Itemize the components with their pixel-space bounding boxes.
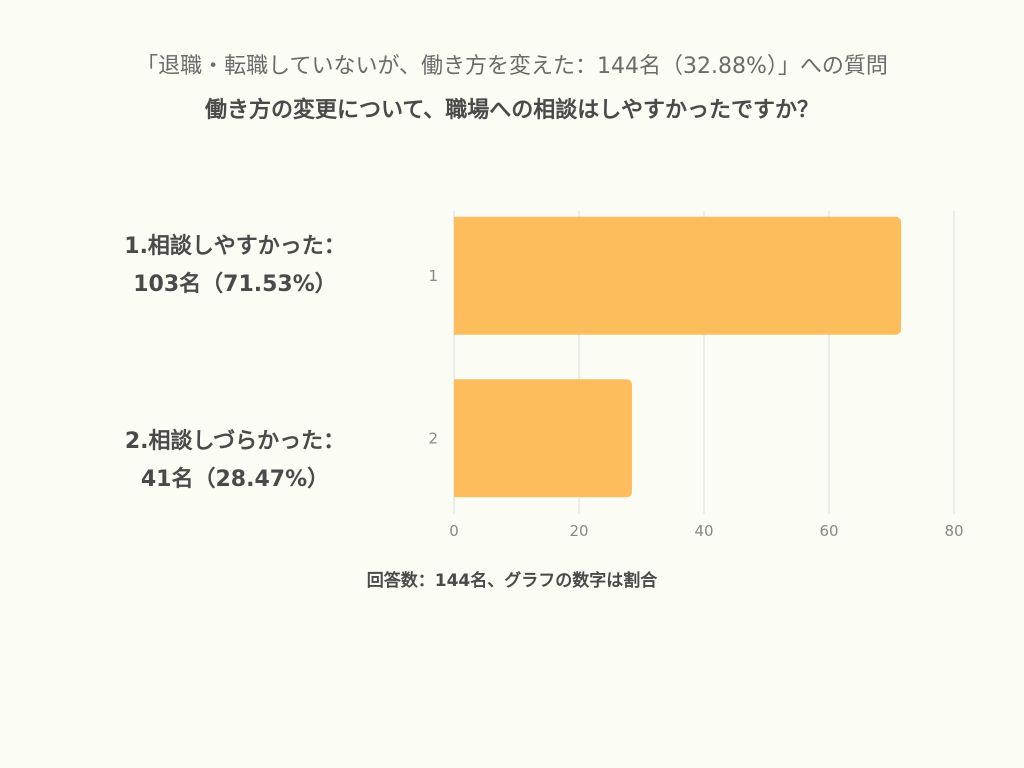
category-label-1-line1: 1.相談しやすかった： <box>124 234 346 259</box>
x-tick-label-80: 80 <box>944 522 963 540</box>
x-tick-label-0: 0 <box>449 522 459 540</box>
footnote: 回答数：144名、グラフの数字は割合 <box>366 571 658 591</box>
bar-2 <box>454 379 632 498</box>
y-tick-label-1: 1 <box>428 267 438 285</box>
category-label-1: 1.相談しやすかった： 103名（71.53%） <box>70 228 400 304</box>
category-label-2-line1: 2.相談しづらかった： <box>124 429 346 454</box>
x-tick-label-40: 40 <box>694 522 713 540</box>
x-tick-label-20: 20 <box>569 522 588 540</box>
category-label-2: 2.相談しづらかった： 41名（28.47%） <box>70 423 400 499</box>
bar-1 <box>454 216 902 335</box>
category-label-1-line2: 103名（71.53%） <box>133 272 337 297</box>
chart-subtitle: 「退職・転職していないが、働き方を変えた：144名（32.88%）」への質問 <box>136 54 888 79</box>
chart-title: 働き方の変更について、職場への相談はしやすかったですか？ <box>204 98 820 123</box>
y-tick-label-2: 2 <box>428 429 438 447</box>
x-tick-label-60: 60 <box>819 522 838 540</box>
category-label-2-line2: 41名（28.47%） <box>140 467 330 492</box>
